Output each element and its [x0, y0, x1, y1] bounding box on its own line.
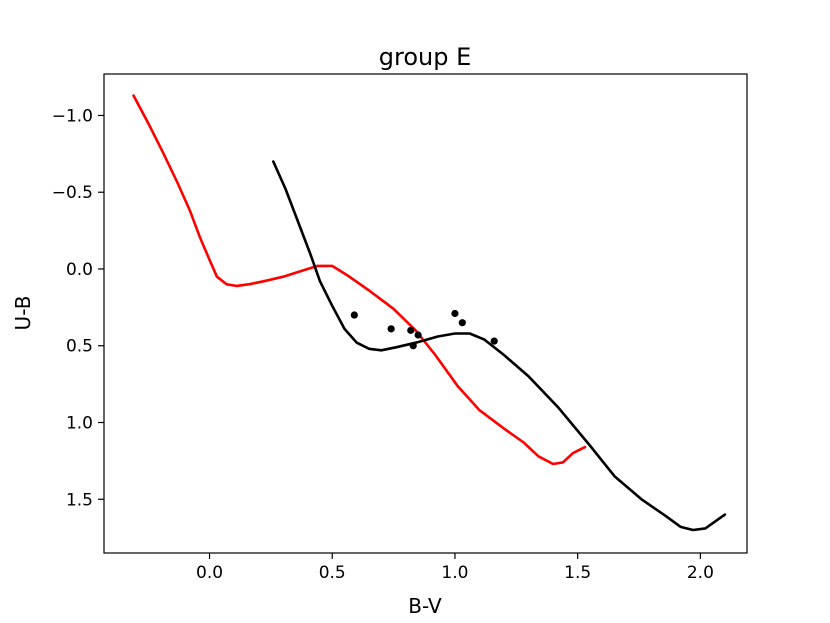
y-tick-label: 0.0 [66, 260, 93, 280]
plot-series [132, 94, 727, 532]
y-tick-label: 1.5 [66, 490, 93, 510]
y-axis-label: U-B [11, 296, 35, 331]
data-point [387, 325, 395, 333]
y-tick-label: 1.0 [66, 414, 93, 434]
y-tick-label: −1.0 [52, 106, 93, 126]
data-point [451, 309, 459, 318]
x-tick-label: 0.0 [196, 563, 223, 583]
data-point [407, 326, 415, 334]
series-line-0 [132, 94, 587, 466]
data-point [458, 319, 466, 327]
series-line-1 [272, 160, 727, 532]
data-point [414, 331, 422, 339]
axes-ticks: 0.0 0.5 1.0 1.5 2.0 −1.0 −0.5 0.0 0.5 1.0 1.5 [52, 106, 714, 583]
data-point [490, 337, 498, 345]
y-tick-label: −0.5 [52, 183, 93, 203]
data-point [350, 311, 358, 319]
plot-frame [103, 73, 748, 554]
x-tick-label: 0.5 [319, 563, 346, 583]
x-tick-label: 2.0 [687, 563, 714, 583]
chart-title: group E [379, 43, 472, 71]
x-axis-label: B-V [408, 594, 442, 618]
x-tick-label: 1.5 [564, 563, 591, 583]
data-point [409, 342, 417, 350]
y-tick-label: 0.5 [66, 337, 93, 357]
x-tick-label: 1.0 [441, 563, 468, 583]
